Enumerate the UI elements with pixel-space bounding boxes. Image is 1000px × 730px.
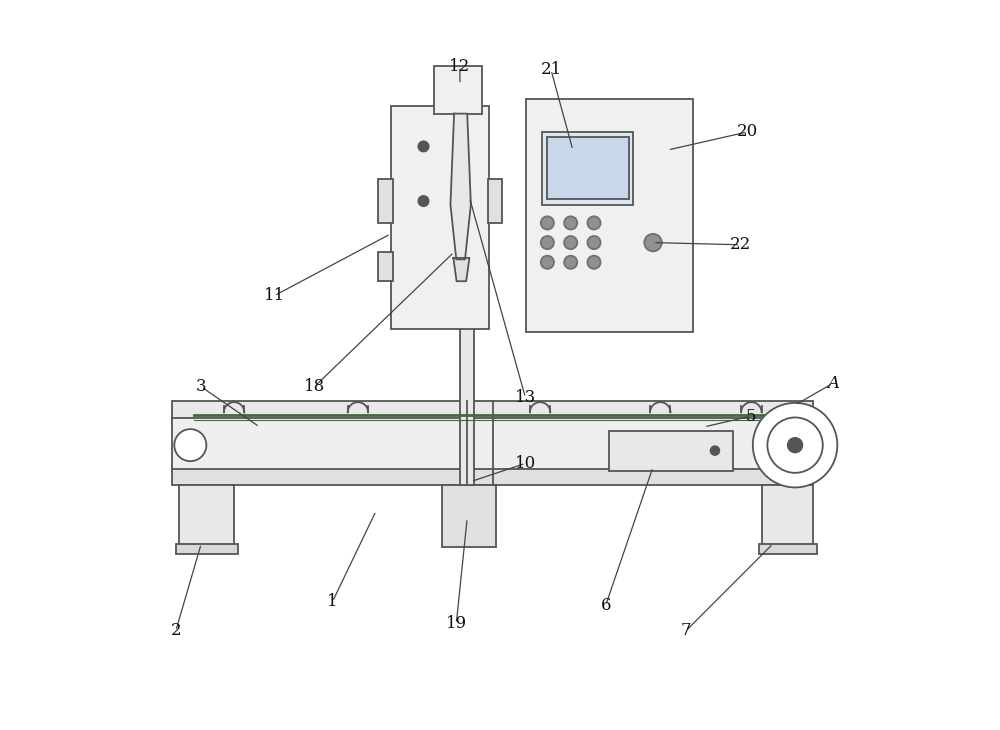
Bar [172, 469, 813, 485]
Text: 22: 22 [730, 237, 751, 253]
Text: 10: 10 [515, 455, 536, 472]
Bar [762, 485, 813, 548]
Circle shape [587, 216, 601, 229]
Circle shape [541, 216, 554, 229]
Bar [172, 402, 813, 420]
Circle shape [564, 255, 577, 269]
Bar [172, 418, 813, 471]
Bar [609, 431, 733, 471]
Bar [488, 179, 502, 223]
Bar [759, 544, 817, 555]
Bar [378, 179, 393, 223]
Text: 11: 11 [264, 288, 285, 304]
Polygon shape [453, 258, 469, 281]
Circle shape [587, 236, 601, 249]
Circle shape [587, 255, 601, 269]
Bar [442, 485, 496, 548]
Text: 5: 5 [746, 407, 757, 425]
Circle shape [644, 234, 662, 251]
Text: 6: 6 [600, 597, 611, 614]
Circle shape [564, 216, 577, 229]
Circle shape [753, 403, 837, 488]
Text: 18: 18 [304, 378, 325, 396]
Text: 21: 21 [540, 61, 562, 78]
Text: 20: 20 [737, 123, 758, 140]
Text: 1: 1 [327, 593, 338, 610]
Text: A: A [827, 374, 839, 392]
Text: 12: 12 [449, 58, 471, 74]
Bar [454, 309, 480, 325]
Text: 19: 19 [446, 615, 467, 632]
Bar [542, 132, 633, 204]
Bar [179, 485, 234, 548]
Bar [547, 137, 629, 199]
Polygon shape [450, 114, 471, 259]
Text: 2: 2 [170, 623, 181, 639]
Bar [526, 99, 693, 332]
Circle shape [541, 255, 554, 269]
Bar [378, 252, 393, 281]
Text: 3: 3 [196, 378, 207, 396]
Circle shape [418, 196, 429, 206]
Text: 13: 13 [515, 389, 536, 407]
Text: 7: 7 [680, 623, 691, 639]
Bar [434, 66, 482, 114]
Circle shape [711, 446, 719, 455]
Circle shape [418, 142, 429, 152]
Circle shape [541, 236, 554, 249]
Bar [176, 544, 238, 555]
Bar [391, 107, 489, 329]
Circle shape [564, 236, 577, 249]
Bar [460, 321, 474, 485]
Circle shape [788, 438, 802, 453]
Circle shape [174, 429, 206, 461]
